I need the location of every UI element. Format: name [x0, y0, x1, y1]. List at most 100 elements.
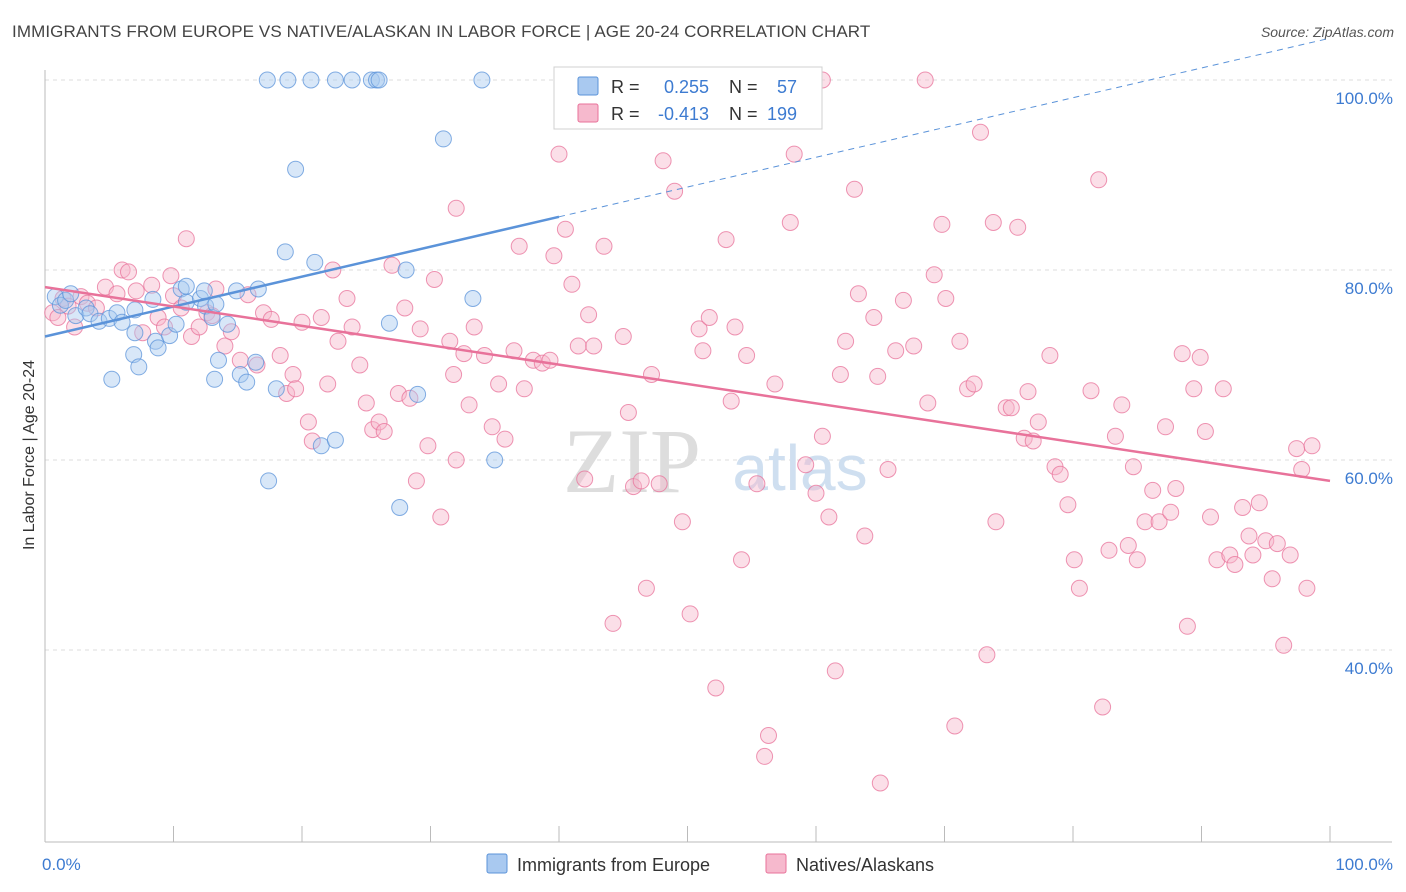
native-point: [580, 306, 598, 324]
native-point: [722, 392, 740, 410]
native-point: [383, 256, 401, 274]
native-point: [216, 337, 234, 355]
native-point: [1214, 380, 1232, 398]
europe-point: [167, 315, 185, 333]
native-point: [619, 404, 637, 421]
native-point: [1178, 617, 1196, 635]
native-point: [1019, 383, 1037, 401]
europe-point: [306, 253, 324, 271]
legend-label-europe: Immigrants from Europe: [517, 855, 710, 875]
native-point: [303, 432, 321, 450]
native-point: [654, 152, 672, 170]
native-point: [826, 662, 844, 680]
native-point: [1196, 423, 1214, 440]
native-point: [937, 290, 955, 307]
n-label: N =: [729, 77, 758, 97]
europe-trend-line: [44, 215, 560, 338]
native-point: [515, 380, 533, 398]
native-point: [490, 375, 508, 393]
native-point: [190, 318, 208, 336]
native-point: [972, 123, 989, 141]
native-point: [569, 337, 587, 355]
europe-point: [238, 373, 256, 391]
n-value: 57: [777, 77, 797, 97]
y-tick-label: 80.0%: [1345, 279, 1393, 298]
native-point: [284, 366, 302, 383]
legend-swatch-native: [765, 853, 787, 874]
native-point: [357, 394, 375, 412]
legend-swatch-europe: [486, 853, 508, 874]
europe-point: [473, 71, 491, 89]
native-point: [143, 276, 161, 294]
y-tick-label: 60.0%: [1345, 469, 1393, 488]
legend-label-native: Natives/Alaskans: [796, 855, 934, 875]
native-point: [700, 309, 718, 326]
europe-point: [206, 370, 224, 388]
native-point: [278, 385, 296, 402]
native-point: [837, 332, 855, 350]
native-point: [984, 214, 1002, 231]
europe-point: [172, 280, 190, 298]
native-point: [1065, 551, 1083, 569]
native-point: [1288, 440, 1306, 458]
europe-point: [195, 282, 213, 300]
native-point: [717, 231, 735, 249]
native-point: [483, 418, 501, 436]
native-point: [849, 285, 867, 303]
native-point: [113, 261, 131, 279]
native-point: [756, 747, 774, 765]
native-point: [1191, 348, 1209, 366]
native-point: [946, 717, 964, 735]
native-point: [951, 332, 969, 350]
native-point: [1051, 465, 1069, 483]
native-point: [797, 456, 815, 474]
europe-point: [326, 431, 344, 449]
europe-point: [276, 243, 294, 261]
native-point: [1221, 546, 1239, 564]
native-point: [1208, 551, 1226, 569]
native-point: [1002, 399, 1020, 417]
native-point: [576, 470, 594, 488]
stats-legend: R = 0.255 N = 57 R = -0.413 N = 199: [553, 66, 823, 130]
bottom-legend: Immigrants from Europe Natives/Alaskans: [486, 853, 934, 875]
native-point: [632, 472, 650, 490]
native-point: [614, 328, 632, 345]
europe-point: [219, 315, 236, 333]
native-point: [343, 318, 361, 336]
native-point: [585, 337, 603, 355]
native-point: [1202, 508, 1219, 526]
axes: [44, 70, 1392, 843]
native-point: [905, 337, 923, 355]
native-point: [545, 247, 563, 265]
native-point: [766, 375, 784, 393]
europe-point: [62, 285, 80, 303]
native-point: [831, 366, 849, 383]
native-point: [460, 396, 478, 414]
europe-point: [287, 160, 305, 178]
native-point: [1268, 535, 1286, 553]
y-tick-label: 100.0%: [1335, 89, 1393, 108]
native-point: [419, 437, 437, 455]
europe-point: [126, 324, 144, 342]
native-point: [604, 614, 622, 632]
native-point: [1119, 537, 1137, 554]
native-point: [869, 367, 887, 385]
r-value: 0.255: [664, 77, 709, 97]
native-point: [925, 266, 943, 284]
native-point: [650, 475, 668, 493]
native-point: [1185, 380, 1203, 398]
native-point: [425, 271, 443, 288]
europe-point: [267, 380, 285, 398]
native-point: [856, 527, 874, 545]
europe-point: [370, 71, 388, 89]
europe-point: [130, 358, 148, 376]
europe-point: [302, 71, 320, 89]
europe-point: [149, 339, 167, 357]
native-point: [760, 727, 777, 744]
europe-point: [343, 71, 361, 89]
native-point: [432, 508, 450, 526]
native-point: [375, 423, 393, 440]
native-point: [1090, 171, 1108, 189]
europe-point: [409, 385, 427, 403]
native-point: [1029, 413, 1047, 431]
